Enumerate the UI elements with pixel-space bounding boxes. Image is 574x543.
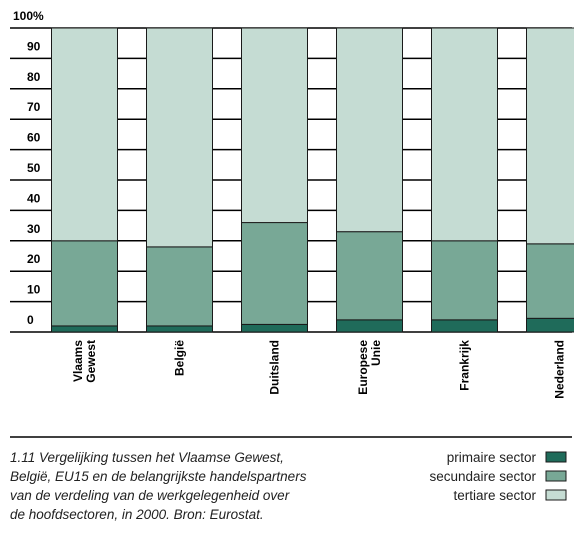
bar-segment bbox=[336, 319, 403, 333]
bar-segment bbox=[241, 323, 308, 333]
bar-segment bbox=[146, 246, 213, 327]
legend-label: tertiare sector bbox=[453, 488, 536, 503]
y-tick-label: 0 bbox=[27, 313, 34, 327]
caption-line: 1.11 Vergelijking tussen het Vlaamse Gew… bbox=[10, 450, 284, 465]
legend-label: primaire sector bbox=[447, 450, 537, 465]
y-tick-label: 30 bbox=[27, 222, 41, 236]
y-tick-label: 100% bbox=[13, 9, 44, 23]
bar-segment bbox=[51, 240, 118, 327]
y-tick-label: 70 bbox=[27, 100, 41, 114]
legend-swatch bbox=[545, 489, 567, 501]
legend-swatch bbox=[545, 470, 567, 482]
y-tick-label: 20 bbox=[27, 252, 41, 266]
bar-segment bbox=[431, 27, 498, 242]
bar-segment bbox=[336, 231, 403, 321]
x-tick-label: Nederland bbox=[553, 340, 567, 399]
bar-segment bbox=[241, 222, 308, 325]
y-tick-label: 90 bbox=[27, 39, 41, 53]
bar-segment bbox=[146, 325, 213, 333]
y-tick-label: 80 bbox=[27, 70, 41, 84]
bar-segment bbox=[51, 325, 118, 333]
y-tick-label: 60 bbox=[27, 131, 41, 145]
x-tick-label: Frankrijk bbox=[458, 340, 472, 391]
y-tick-label: 40 bbox=[27, 191, 41, 205]
x-tick-label: Vlaams Gewest bbox=[71, 340, 98, 386]
bar-segment bbox=[336, 27, 403, 233]
bar-segment bbox=[51, 27, 118, 242]
x-tick-label: Duitsland bbox=[268, 340, 282, 395]
bar-segment bbox=[526, 317, 574, 333]
caption-line: België, EU15 en de belangrijkste handels… bbox=[10, 469, 307, 484]
legend-swatch bbox=[545, 451, 567, 463]
x-tick-label: Europese Unie bbox=[356, 340, 383, 395]
bar-segment bbox=[146, 27, 213, 248]
bar-segment bbox=[431, 319, 498, 333]
caption-line: van de verdeling van de werkgelegenheid … bbox=[10, 488, 290, 503]
bar-segment bbox=[526, 27, 574, 245]
bar-segment bbox=[431, 240, 498, 321]
bar-segment bbox=[241, 27, 308, 224]
caption-line: de hoofdsectoren, in 2000. Bron: Eurosta… bbox=[10, 507, 264, 522]
bar-segment bbox=[526, 243, 574, 319]
y-tick-label: 50 bbox=[27, 161, 41, 175]
x-tick-label: België bbox=[173, 340, 187, 376]
y-tick-label: 10 bbox=[27, 283, 41, 297]
legend-label: secundaire sector bbox=[429, 469, 536, 484]
